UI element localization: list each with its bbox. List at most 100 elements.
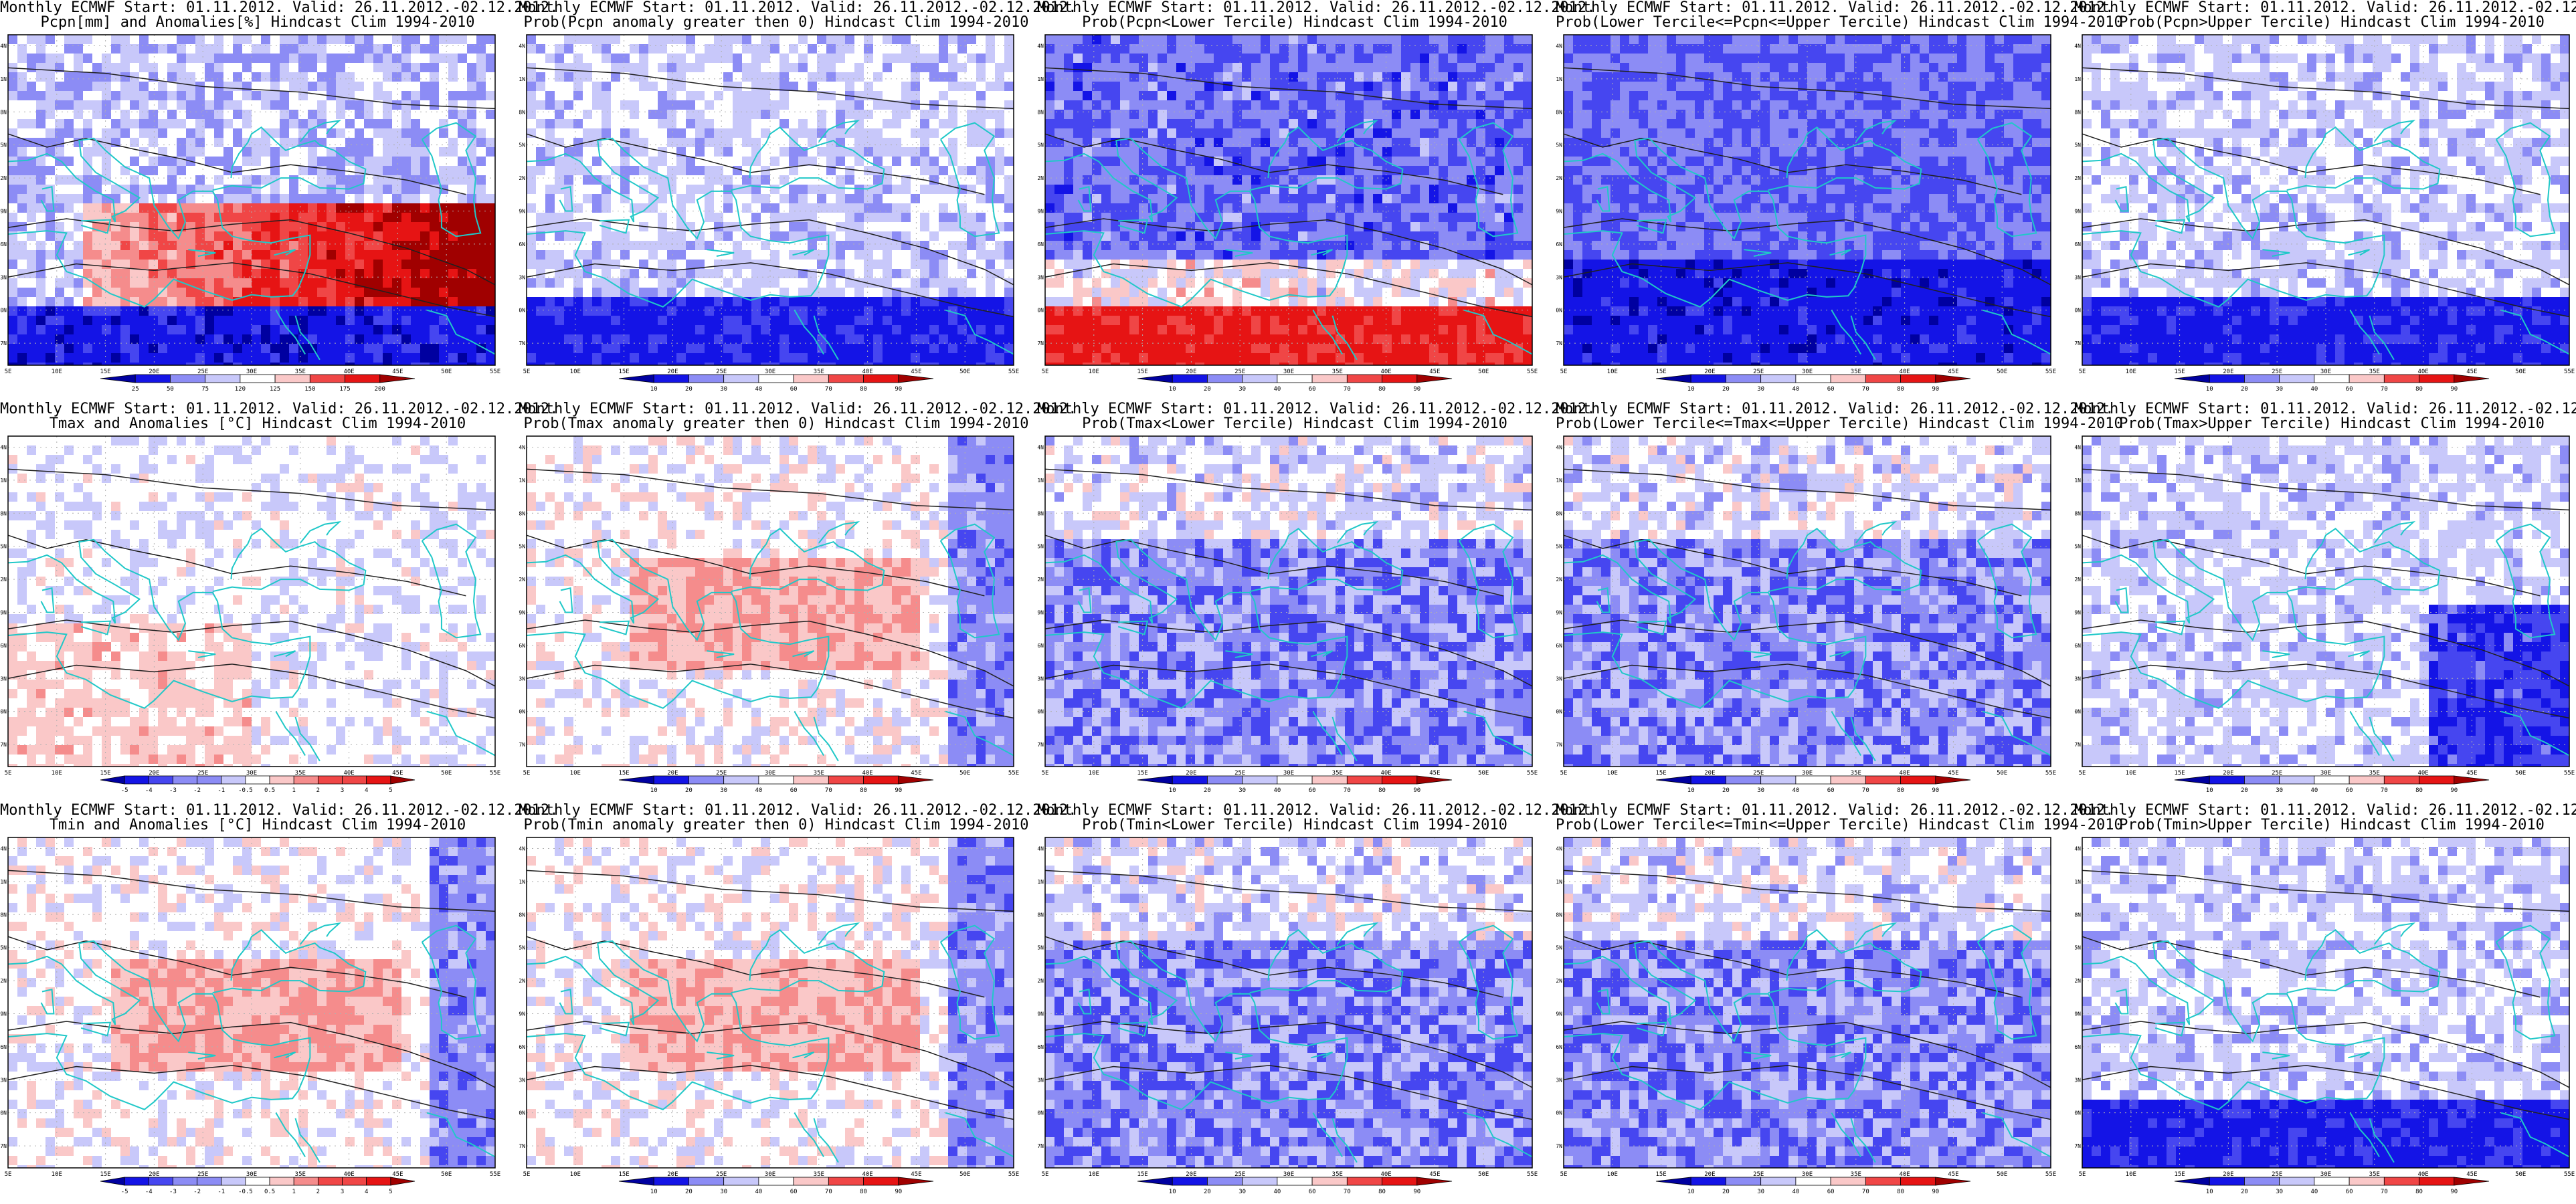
- lon-tick-label: 5E: [1042, 369, 1049, 375]
- lon-tick-label: 50E: [1997, 1171, 2007, 1178]
- panel-title-line2: Prob(Tmin<Lower Tercile) Hindcast Clim 1…: [1037, 817, 1552, 833]
- lat-tick-label: 45N: [0, 544, 7, 550]
- map-panel: 54N 51N 48N 45N 42N 39N 36N 33N 30N 27N 5E 10E 15E 20…: [2074, 803, 2576, 1204]
- colorbar-label: 70: [2381, 787, 2388, 794]
- lat-tick-label: 30N: [519, 1110, 525, 1116]
- field-shading: [8, 837, 495, 1168]
- lon-tick-label: 10E: [1089, 1171, 1099, 1178]
- panel-title-line2: Prob(Tmax>Upper Tercile) Hindcast Clim 1…: [2074, 416, 2576, 432]
- lat-tick-label: 42N: [1556, 577, 1562, 583]
- colorbar-label: 5: [389, 787, 392, 794]
- contour-lines: [1044, 870, 1533, 1120]
- panel-title-line1: Monthly ECMWF Start: 01.11.2012. Valid: …: [519, 401, 1077, 417]
- colorbar-label: 10: [1687, 386, 1695, 393]
- lat-tick-label: 39N: [1037, 609, 1044, 615]
- lon-tick-label: 25E: [716, 1171, 727, 1178]
- colorbar: 10 20 30 40 60 70 80 90: [1137, 374, 1453, 393]
- lat-tick-label: 51N: [2074, 879, 2081, 885]
- lat-tick-label: 48N: [1556, 510, 1562, 516]
- colorbar-label: 120: [235, 386, 246, 393]
- lon-tick-label: 50E: [959, 369, 970, 375]
- colorbar-label: 20: [2241, 1189, 2248, 1195]
- coastlines: [7, 922, 496, 1163]
- lon-tick-label: 45E: [1948, 369, 1958, 375]
- lat-tick-label: 33N: [1556, 676, 1562, 682]
- lat-tick-label: 39N: [2074, 609, 2081, 615]
- colorbar-label: 80: [1897, 1189, 1904, 1195]
- lat-tick-label: 45N: [1037, 544, 1044, 550]
- graticule: [527, 35, 1014, 365]
- colorbar-label: 80: [860, 787, 867, 794]
- lat-tick-label: 39N: [2074, 1011, 2081, 1017]
- lon-tick-label: 15E: [1137, 770, 1147, 777]
- colorbar-label: 80: [2415, 787, 2423, 794]
- lon-tick-label: 50E: [441, 369, 452, 375]
- colorbar-label: 40: [2310, 1189, 2318, 1195]
- lon-tick-label: 25E: [1753, 1171, 1764, 1178]
- lon-tick-label: 30E: [765, 770, 775, 777]
- contour-lines: [526, 67, 1014, 318]
- colorbar-label: 80: [2415, 1189, 2423, 1195]
- lat-tick-label: 48N: [0, 510, 7, 516]
- field-shading: [2082, 436, 2569, 767]
- lat-tick-label: 33N: [519, 1077, 525, 1083]
- lat-tick-label: 54N: [1037, 43, 1044, 49]
- lat-tick-label: 51N: [1556, 478, 1562, 484]
- lat-tick-label: 51N: [1556, 879, 1562, 885]
- colorbar-label: 60: [790, 386, 798, 393]
- colorbar: 10 20 30 40 60 70 80 90: [1655, 1177, 1971, 1195]
- lon-tick-label: 40E: [862, 770, 872, 777]
- lat-tick-label: 45N: [1556, 544, 1562, 550]
- colorbar-label: -2: [193, 1189, 201, 1195]
- lat-tick-label: 51N: [1556, 76, 1562, 82]
- lat-tick-label: 42N: [519, 978, 525, 984]
- lat-tick-label: 51N: [1037, 478, 1044, 484]
- lon-tick-label: 45E: [1429, 369, 1440, 375]
- lon-tick-label: 5E: [5, 369, 12, 375]
- panel-title-line1: Monthly ECMWF Start: 01.11.2012. Valid: …: [1556, 803, 2114, 819]
- graticule: [1564, 436, 2051, 767]
- forecast-map: 54N 51N 48N 45N 42N 39N 36N 33N 30N 27N 5E 10E 15E 20…: [1556, 435, 2056, 794]
- lon-tick-label: 40E: [2417, 770, 2428, 777]
- lon-tick-label: 45E: [911, 770, 921, 777]
- lon-tick-label: 10E: [570, 770, 581, 777]
- panel-title-line1: Monthly ECMWF Start: 01.11.2012. Valid: …: [519, 0, 1077, 16]
- colorbar-label: 80: [860, 1189, 867, 1195]
- lon-tick-label: 20E: [2223, 1171, 2233, 1178]
- colorbar-label: 30: [2276, 386, 2283, 393]
- map-frame: [2082, 837, 2570, 1169]
- colorbar: -5 -4 -3 -2 -1 -0.5 0.5 1 2 3 4 5: [100, 775, 416, 794]
- lon-tick-label: 15E: [1655, 1171, 1666, 1178]
- colorbar: 10 20 30 40 60 70 80 90: [2174, 775, 2490, 794]
- colorbar-label: 90: [1932, 787, 1939, 794]
- colorbar-label: 40: [1792, 1189, 1799, 1195]
- colorbar-label: 60: [2346, 787, 2353, 794]
- panel-title-line1: Monthly ECMWF Start: 01.11.2012. Valid: …: [1037, 401, 1595, 417]
- lat-tick-label: 42N: [0, 577, 7, 583]
- forecast-map: 54N 51N 48N 45N 42N 39N 36N 33N 30N 27N 5E 10E 15E 20…: [1556, 837, 2056, 1195]
- colorbar-label: -4: [145, 1189, 153, 1195]
- colorbar-label: 60: [1827, 1189, 1835, 1195]
- field-shading: [2082, 837, 2569, 1168]
- lon-tick-label: 55E: [2564, 770, 2575, 777]
- lon-tick-label: 5E: [2079, 770, 2086, 777]
- lon-tick-label: 20E: [2223, 770, 2233, 777]
- colorbar-label: -1: [217, 787, 225, 794]
- lon-tick-label: 55E: [2564, 369, 2575, 375]
- colorbar: 10 20 30 40 60 70 80 90: [618, 775, 934, 794]
- lon-tick-label: 30E: [1283, 369, 1294, 375]
- lat-tick-label: 54N: [1037, 845, 1044, 851]
- lon-tick-label: 30E: [1283, 770, 1294, 777]
- lat-tick-label: 36N: [1556, 241, 1562, 247]
- lat-tick-label: 45N: [519, 142, 525, 148]
- lon-tick-label: 50E: [1478, 1171, 1489, 1178]
- lon-tick-label: 10E: [2126, 1171, 2136, 1178]
- lon-tick-label: 40E: [2417, 1171, 2428, 1178]
- lat-tick-label: 54N: [519, 43, 525, 49]
- colorbar-label: 60: [790, 1189, 798, 1195]
- map-frame: [1044, 837, 1533, 1169]
- lon-tick-label: 20E: [667, 369, 678, 375]
- colorbar: 10 20 30 40 60 70 80 90: [2174, 374, 2490, 393]
- map-frame: [526, 837, 1014, 1169]
- lat-tick-label: 54N: [1556, 43, 1562, 49]
